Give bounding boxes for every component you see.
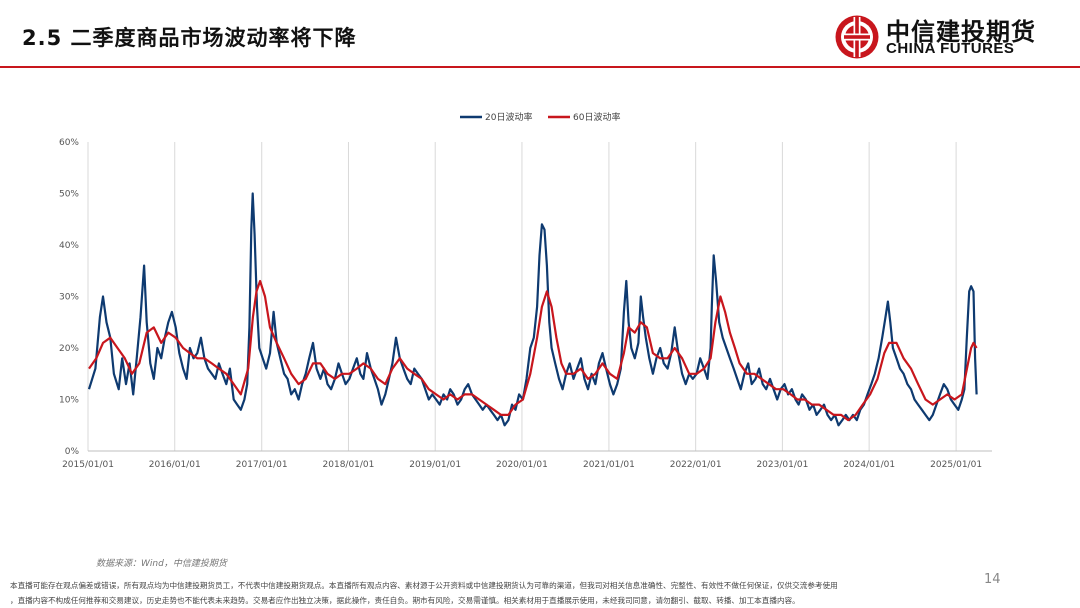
citic-emblem-icon [835,15,879,59]
page-number: 14 [984,572,1001,587]
page-title: 2.5 二季度商品市场波动率将下降 [22,26,357,50]
brand-logo: 中信建投期货 CHINA FUTURES [834,12,1054,60]
y-tick-label: 60% [59,138,79,148]
x-tick-label: 2018/01/01 [323,460,375,470]
data-source: 数据来源：Wind，中信建投期货 [96,559,227,569]
x-tick-label: 2022/01/01 [670,460,722,470]
chart-legend: 20日波动率 60日波动率 [460,111,620,123]
y-tick-label: 10% [59,396,79,406]
brand-name-cn: 中信建投期货 [886,18,1036,46]
disclaimer-line-2: ，直播内容不构成任何推荐和交易建议，历史走势也不能代表未来趋势。交易者应作出独立… [10,596,800,605]
y-tick-label: 30% [59,293,79,303]
y-tick-label: 40% [59,241,79,251]
brand-name-en: CHINA FUTURES [886,40,1015,57]
x-tick-label: 2015/01/01 [62,460,114,470]
chart-series [87,192,978,427]
y-tick-label: 20% [59,344,79,354]
legend-label: 20日波动率 [485,111,532,123]
legend-label: 60日波动率 [573,111,620,123]
x-tick-label: 2017/01/01 [236,460,288,470]
x-tick-label: 2024/01/01 [843,460,895,470]
volatility-chart: 2015/01/01 2016/01/01 2017/01/01 2018/01/01… [59,111,992,470]
x-tick-label: 2016/01/01 [149,460,201,470]
x-tick-label: 2023/01/01 [756,460,808,470]
x-tick-label: 2019/01/01 [409,460,461,470]
disclaimer: 本直播可能存在观点偏差或错误，所有观点均为中信建投期货员工，不代表中信建投期货观… [10,578,1070,608]
y-tick-label: 0% [65,447,80,457]
y-tick-label: 50% [59,190,79,200]
series-line-20d [87,192,978,427]
x-tick-label: 2021/01/01 [583,460,635,470]
disclaimer-line-1: 本直播可能存在观点偏差或错误，所有观点均为中信建投期货员工，不代表中信建投期货观… [10,581,838,590]
series-line-60d [88,279,978,422]
header-divider [0,66,1080,68]
x-tick-label: 2020/01/01 [496,460,548,470]
chart-axes: 2015/01/01 2016/01/01 2017/01/01 2018/01/01… [59,138,992,470]
x-tick-label: 2025/01/01 [930,460,982,470]
chart-grid [87,142,957,451]
